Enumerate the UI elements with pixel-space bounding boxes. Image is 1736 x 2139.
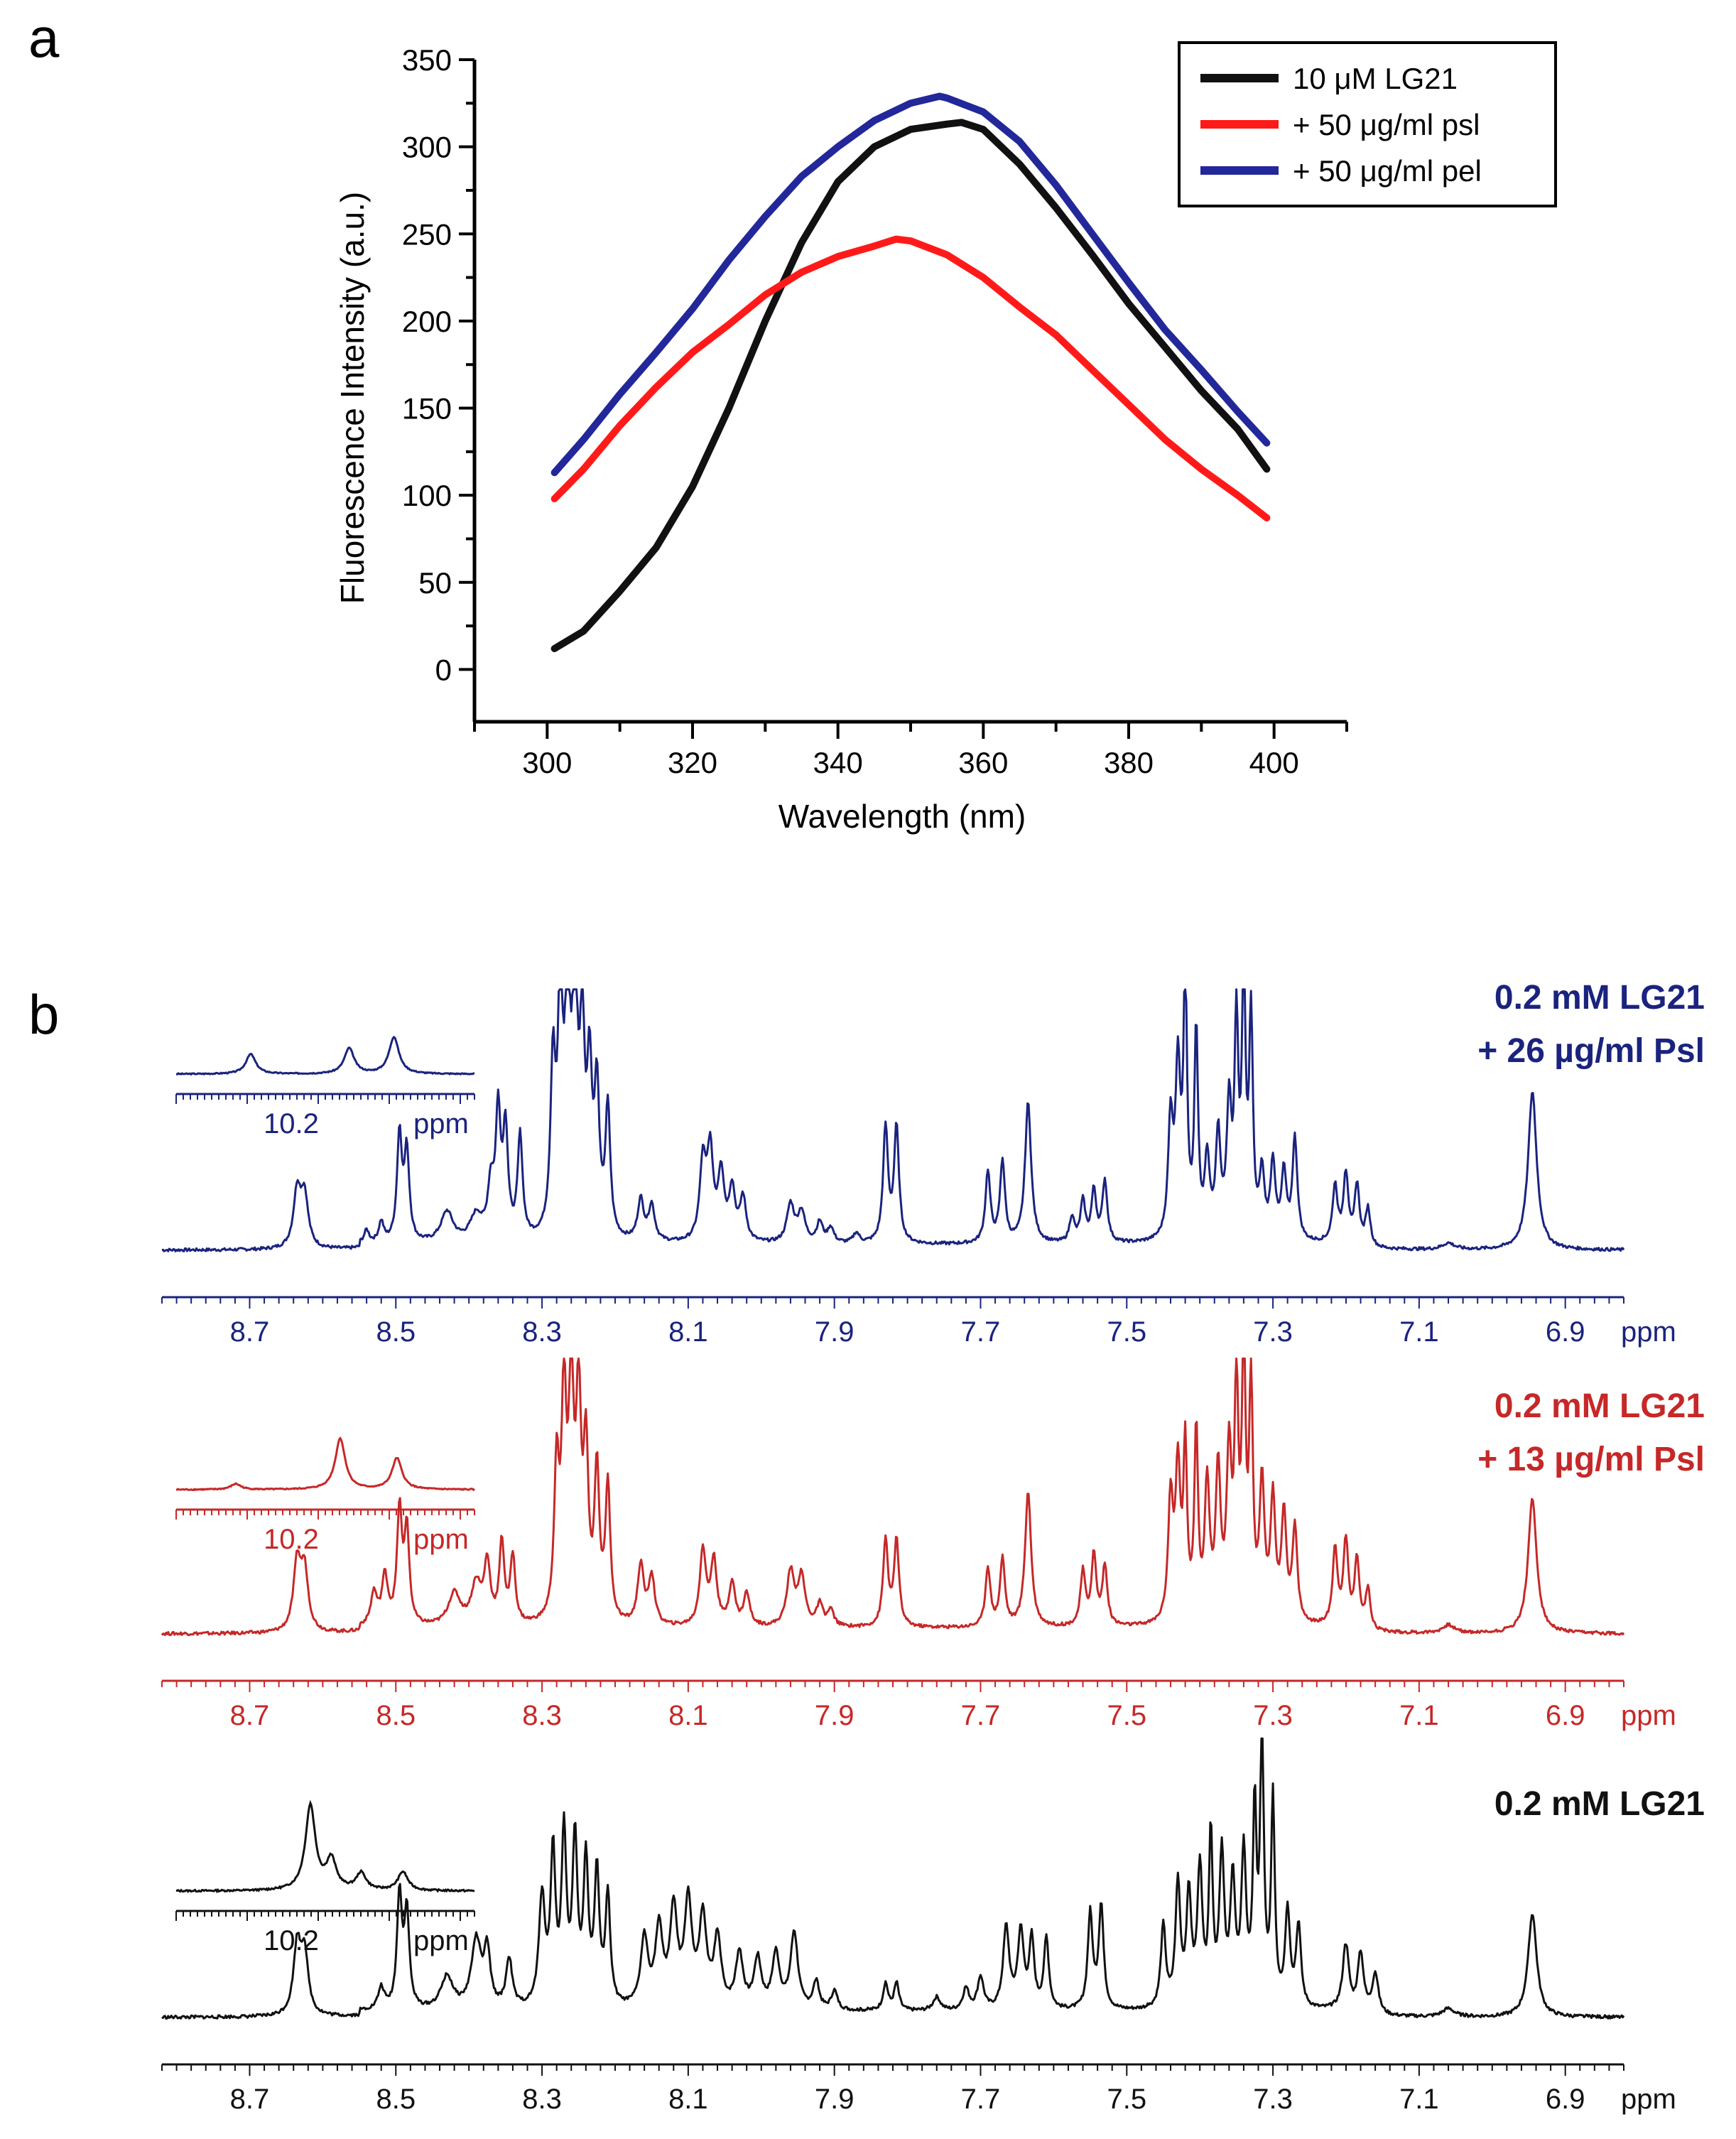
inset-trace — [175, 1436, 476, 1492]
inset-trace — [175, 1035, 475, 1076]
y-tick-label: 150 — [402, 392, 452, 426]
ppm-tick-label: 7.5 — [1107, 1700, 1146, 1731]
y-tick-label: 300 — [402, 131, 452, 164]
spectrum-trace-1 — [161, 1357, 1625, 1637]
inset-unit-label: ppm — [413, 1925, 469, 1956]
series-line-0 — [550, 119, 1271, 652]
ppm-tick-label: 8.5 — [376, 1700, 416, 1731]
legend-label-0: 10 μM LG21 — [1293, 62, 1458, 95]
x-tick-label: 400 — [1249, 746, 1299, 779]
ppm-tick-label: 8.7 — [230, 1700, 270, 1731]
y-tick-label: 50 — [418, 566, 452, 600]
ppm-tick-label: 7.7 — [961, 1316, 1001, 1348]
ppm-unit-label: ppm — [1621, 2084, 1676, 2115]
ppm-tick-label: 7.1 — [1399, 1316, 1439, 1348]
y-tick-label: 250 — [402, 217, 452, 251]
y-tick-label: 100 — [402, 479, 452, 512]
fluorescence-panel: a 0 50 100 150 200 250 300 350 300 320 340 360 380 40… — [28, 6, 1557, 835]
fluorescence-plot — [550, 92, 1271, 652]
spectrum-1: 8.7 8.5 8.3 8.1 7.9 7.7 7.5 7.3 7.1 6.9 ppm 0.2 mM … — [161, 1357, 1705, 1731]
ppm-tick-label: 7.9 — [815, 2084, 855, 2115]
ppm-tick-label: 7.3 — [1253, 2084, 1293, 2115]
ppm-tick-label: 7.1 — [1399, 1700, 1439, 1731]
inset-trace — [175, 1799, 475, 1894]
ppm-tick-label: 8.3 — [522, 2084, 562, 2115]
inset-unit-label: ppm — [413, 1108, 469, 1139]
ppm-tick-label: 8.7 — [230, 2084, 270, 2115]
inset-tick-label: 10.2 — [264, 1925, 319, 1956]
inset-0: 10.2 ppm — [175, 1035, 475, 1139]
panel-a-letter: a — [28, 6, 60, 69]
ppm-tick-label: 7.9 — [815, 1700, 855, 1731]
ppm-tick-label: 8.3 — [522, 1316, 562, 1348]
ppm-tick-label: 7.3 — [1253, 1316, 1293, 1348]
ppm-tick-label: 7.7 — [961, 2084, 1001, 2115]
x-tick-label: 300 — [522, 746, 572, 779]
spectrum-label: 0.2 mM LG21 — [1494, 1785, 1705, 1823]
y-axis-label: Fluorescence Intensity (a.u.) — [334, 192, 371, 604]
fluorescence-axes: 0 50 100 150 200 250 300 350 300 320 340 360 380 400 — [402, 43, 1348, 779]
spectrum-trace-2 — [161, 1737, 1625, 2020]
spectrum-2: 8.7 8.5 8.3 8.1 7.9 7.7 7.5 7.3 7.1 6.9 ppm 0.2 mM … — [161, 1737, 1705, 2115]
x-axis-label: Wavelength (nm) — [779, 798, 1026, 835]
ppm-tick-label: 8.1 — [668, 1316, 708, 1348]
x-tick-label: 380 — [1104, 746, 1154, 779]
ppm-tick-label: 8.3 — [522, 1700, 562, 1731]
spectrum-trace-0 — [161, 988, 1625, 1252]
panel-b-letter: b — [28, 983, 59, 1046]
inset-tick-label: 10.2 — [264, 1108, 319, 1139]
spectrum-label: 0.2 mM LG21 — [1494, 979, 1705, 1017]
spectrum-label: + 13 µg/ml Psl — [1477, 1441, 1705, 1478]
inset-1: 10.2 ppm — [175, 1436, 476, 1555]
inset-unit-label: ppm — [413, 1524, 469, 1555]
spectrum-0: 8.7 8.5 8.3 8.1 7.9 7.7 7.5 7.3 7.1 6.9 ppm 0.2 mM … — [161, 979, 1705, 1348]
ppm-tick-label: 8.1 — [668, 2084, 708, 2115]
ppm-tick-label: 7.9 — [815, 1316, 855, 1348]
ppm-unit-label: ppm — [1621, 1700, 1676, 1731]
nmr-panel: b 8.7 8.5 8.3 8.1 7.9 7.7 7.5 7.3 7.1 6.9 ppm 0.2 m… — [28, 979, 1705, 2115]
x-tick-label: 360 — [958, 746, 1008, 779]
ppm-tick-label: 7.3 — [1253, 1700, 1293, 1731]
ppm-tick-label: 8.5 — [376, 1316, 416, 1348]
y-tick-label: 350 — [402, 43, 452, 77]
ppm-tick-label: 6.9 — [1546, 2084, 1585, 2115]
ppm-unit-label: ppm — [1621, 1316, 1676, 1348]
fluorescence-legend: 10 μM LG21 + 50 μg/ml psl + 50 μg/ml pel — [1178, 41, 1557, 207]
inset-tick-label: 10.2 — [264, 1524, 319, 1555]
ppm-tick-label: 8.1 — [668, 1700, 708, 1731]
spectrum-label: 0.2 mM LG21 — [1494, 1387, 1705, 1425]
inset-2: 10.2 ppm — [175, 1799, 475, 1956]
y-tick-label: 0 — [435, 653, 452, 686]
x-tick-label: 340 — [813, 746, 863, 779]
nmr-spectra: 8.7 8.5 8.3 8.1 7.9 7.7 7.5 7.3 7.1 6.9 ppm 0.2 mM … — [161, 979, 1705, 2115]
ppm-tick-label: 7.1 — [1399, 2084, 1439, 2115]
ppm-tick-label: 7.5 — [1107, 1316, 1146, 1348]
x-tick-label: 320 — [668, 746, 717, 779]
legend-label-2: + 50 μg/ml pel — [1293, 154, 1482, 188]
series-line-2 — [550, 92, 1271, 477]
series-line-1 — [550, 235, 1271, 521]
ppm-tick-label: 7.5 — [1107, 2084, 1146, 2115]
ppm-tick-label: 7.7 — [961, 1700, 1001, 1731]
spectrum-label: + 26 µg/ml Psl — [1477, 1032, 1705, 1070]
ppm-tick-label: 6.9 — [1546, 1316, 1585, 1348]
legend-label-1: + 50 μg/ml psl — [1293, 108, 1480, 141]
ppm-tick-label: 8.7 — [230, 1316, 270, 1348]
ppm-tick-label: 8.5 — [376, 2084, 416, 2115]
y-tick-label: 200 — [402, 305, 452, 338]
ppm-tick-label: 6.9 — [1546, 1700, 1585, 1731]
